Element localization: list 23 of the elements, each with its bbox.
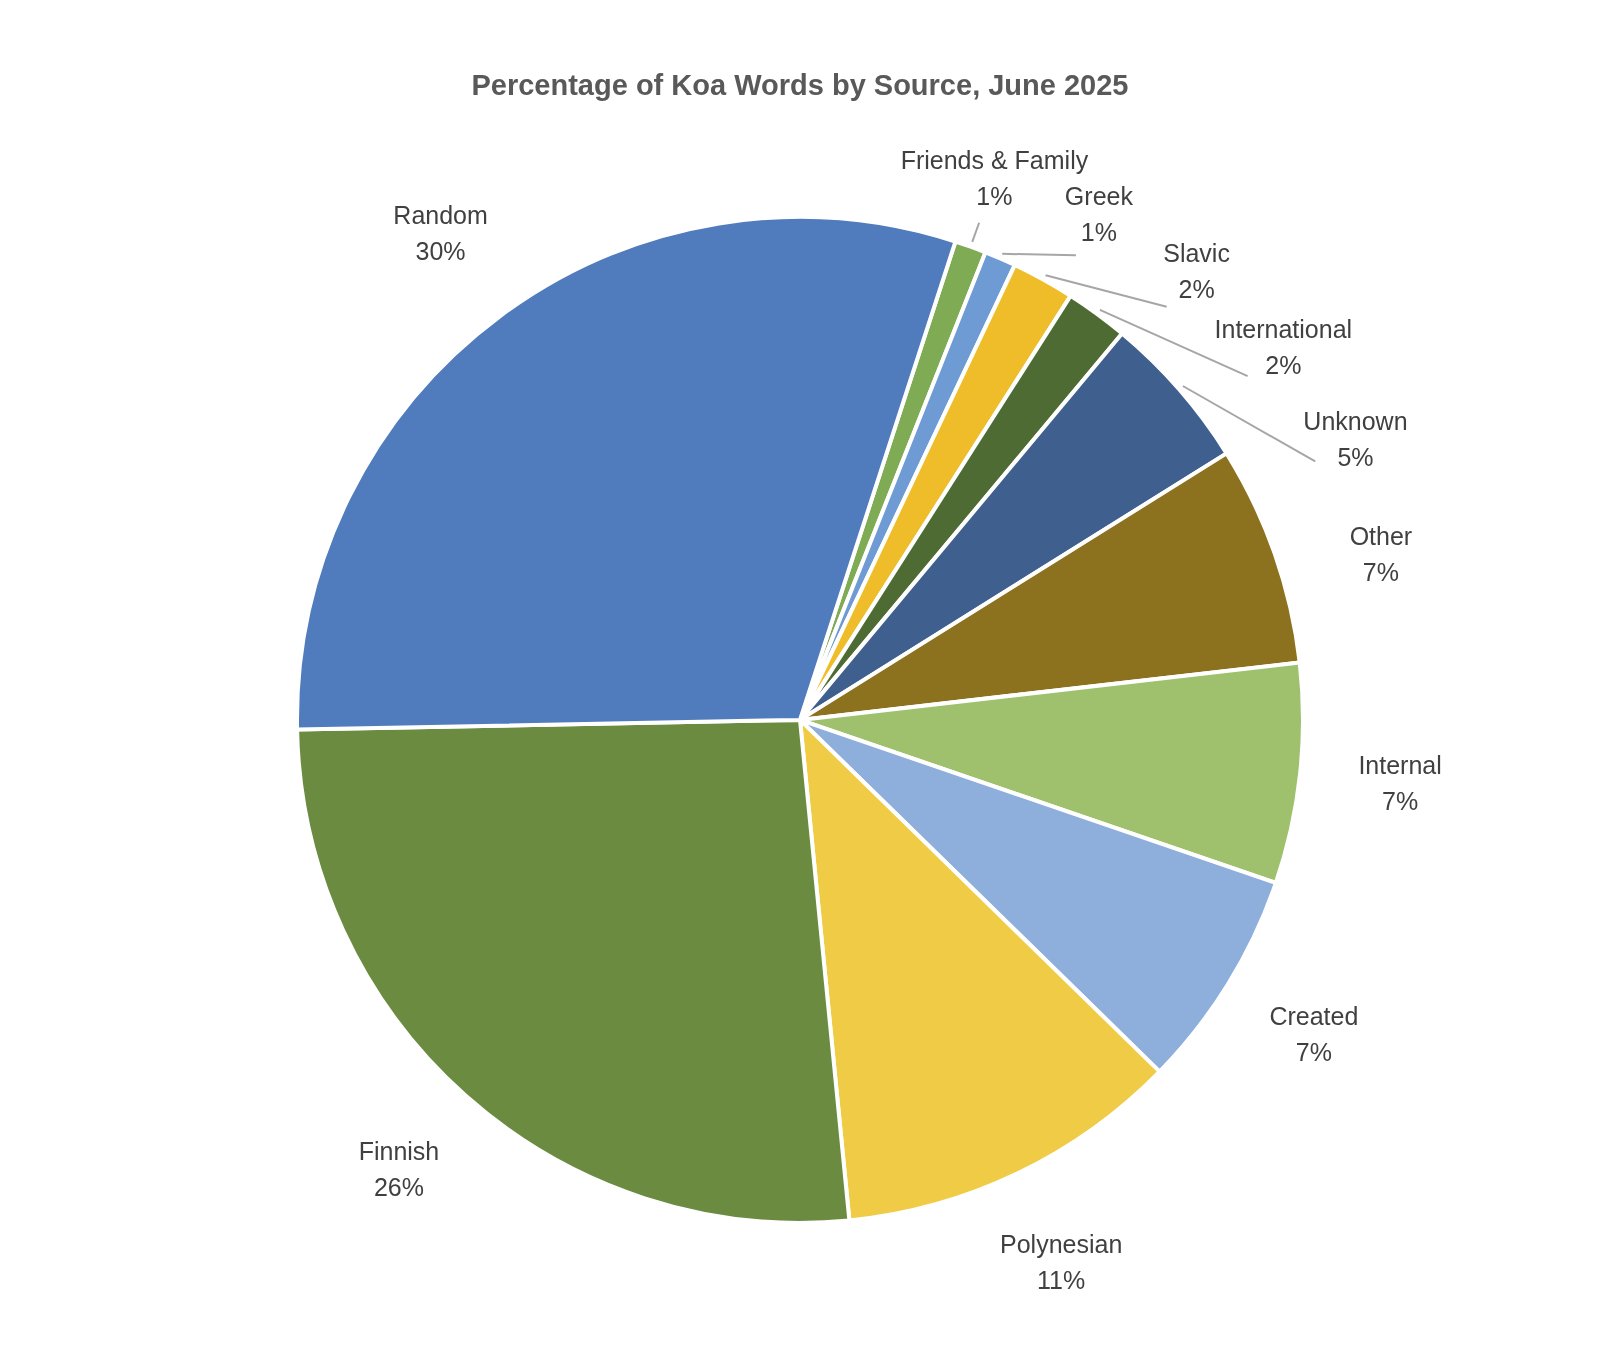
data-label: 7% xyxy=(1362,557,1400,586)
slice-label: Unknown xyxy=(1303,407,1408,436)
slice-label: International xyxy=(1214,314,1353,343)
data-label: 1% xyxy=(976,182,1013,211)
data-label: 30% xyxy=(415,236,466,265)
data-label: 11% xyxy=(1037,1265,1086,1294)
slice-label: Slavic xyxy=(1163,238,1230,267)
slice-label: Friends & Family xyxy=(900,146,1089,175)
data-label: 2% xyxy=(1178,274,1215,303)
data-label: 1% xyxy=(1080,218,1117,247)
data-label: 2% xyxy=(1265,350,1302,379)
slice-label: Greek xyxy=(1064,182,1134,211)
slice-label: Other xyxy=(1349,521,1413,550)
data-label: 26% xyxy=(373,1172,424,1201)
slice-label: Polynesian xyxy=(1000,1229,1123,1258)
chart-title: Percentage of Koa Words by Source, June 2025 xyxy=(471,69,1129,102)
slice-label: Finnish xyxy=(358,1136,440,1165)
data-label: 7% xyxy=(1295,1038,1332,1067)
data-label: 5% xyxy=(1337,443,1374,472)
data-label: 7% xyxy=(1382,786,1419,815)
slice-label: Random xyxy=(393,200,488,229)
slice-label: Created xyxy=(1269,1002,1359,1031)
slice-label: Internal xyxy=(1358,750,1442,779)
